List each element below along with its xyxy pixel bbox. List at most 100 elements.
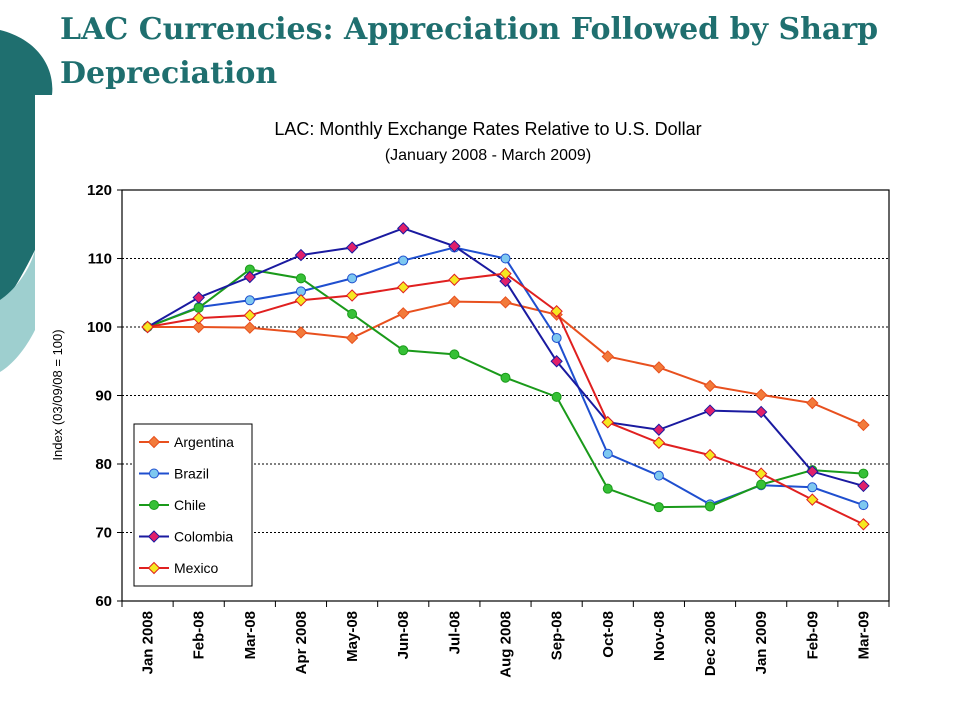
data-point — [754, 388, 768, 402]
data-point — [858, 468, 869, 479]
legend-marker — [149, 500, 159, 510]
slide-title: LAC Currencies: Appreciation Followed by… — [60, 12, 879, 91]
data-point — [295, 273, 306, 284]
data-point — [193, 302, 204, 313]
data-point — [347, 308, 358, 319]
data-point — [397, 222, 410, 235]
data-point — [499, 267, 512, 280]
data-point — [550, 355, 563, 368]
data-point — [653, 470, 664, 481]
chart-subtitle: (January 2008 - March 2009) — [385, 147, 591, 164]
x-axis-ticks: Jan 2008 Feb-08 Mar-08 Apr 2008 May-08 Jun-08… — [121, 601, 890, 678]
data-point — [192, 320, 205, 334]
data-point — [551, 332, 562, 343]
data-point — [244, 295, 255, 306]
y-tick-label: 110 — [88, 251, 112, 268]
data-point — [347, 273, 358, 284]
x-tick-label: Oct-08 — [600, 611, 617, 658]
x-tick-label: Apr 2008 — [293, 611, 310, 674]
legend-label: Mexico — [174, 560, 219, 576]
data-point — [500, 372, 511, 383]
data-point — [601, 416, 614, 429]
data-point — [703, 448, 717, 462]
data-point — [294, 294, 308, 307]
x-tick-label: Sep-08 — [549, 611, 566, 660]
data-point — [857, 479, 870, 493]
data-point — [243, 309, 257, 322]
legend-marker — [147, 530, 161, 543]
data-point — [602, 483, 613, 494]
y-tick-label: 80 — [95, 456, 112, 473]
data-point — [398, 255, 409, 266]
y-tick-label: 100 — [87, 319, 112, 336]
data-point — [756, 479, 767, 490]
y-tick-label: 120 — [87, 182, 112, 199]
x-tick-label: Feb-08 — [191, 611, 208, 659]
data-point — [448, 273, 461, 286]
chart-title: LAC: Monthly Exchange Rates Relative to … — [274, 119, 701, 139]
decor-light-shape — [0, 250, 35, 372]
data-point — [653, 502, 664, 513]
data-point — [602, 448, 613, 459]
data-point — [703, 379, 717, 393]
data-point — [345, 289, 359, 302]
x-tick-label: Feb-09 — [804, 611, 821, 659]
x-tick-label: Nov-08 — [651, 611, 668, 661]
y-tick-label: 70 — [95, 525, 112, 542]
data-point — [294, 326, 308, 339]
data-point — [448, 239, 461, 253]
data-point — [754, 405, 768, 419]
data-point — [703, 404, 717, 417]
slide-decoration — [0, 30, 53, 372]
data-point — [705, 501, 716, 512]
legend-label: Colombia — [174, 529, 233, 545]
legend: Argentina Brazil Chile Colombia Mexico — [133, 423, 253, 587]
x-tick-label: Mar-09 — [855, 611, 872, 659]
legend-label: Chile — [174, 497, 206, 513]
decor-dark-shape — [0, 30, 53, 305]
data-point — [652, 361, 666, 374]
data-point — [807, 482, 818, 493]
series-mexico — [141, 267, 870, 531]
legend-label: Argentina — [174, 434, 234, 450]
data-point — [141, 320, 154, 334]
data-point — [397, 281, 410, 294]
data-point — [449, 349, 460, 360]
x-tick-label: Jan 2008 — [140, 611, 157, 674]
data-point — [806, 493, 819, 506]
data-point — [601, 350, 614, 363]
data-point — [448, 295, 461, 308]
y-axis-ticks: 60 70 80 90 100 110 120 — [87, 182, 122, 610]
data-point — [858, 500, 869, 511]
data-point — [192, 311, 205, 325]
data-point — [806, 396, 819, 410]
x-tick-label: Dec 2008 — [702, 611, 719, 676]
data-point — [243, 270, 257, 284]
data-point — [806, 465, 819, 478]
data-point — [857, 518, 870, 531]
legend-label: Brazil — [174, 466, 209, 482]
legend-marker — [147, 561, 161, 575]
data-point — [398, 345, 409, 356]
data-point — [499, 296, 512, 309]
y-tick-label: 60 — [95, 593, 112, 610]
data-point — [499, 274, 512, 288]
data-point — [243, 321, 257, 334]
data-point — [345, 241, 359, 254]
data-point — [754, 467, 768, 480]
legend-marker — [149, 468, 159, 479]
data-point — [345, 331, 359, 345]
x-tick-label: Jun-08 — [395, 611, 412, 659]
x-tick-label: Mar-08 — [242, 611, 259, 659]
x-tick-label: Aug 2008 — [498, 611, 515, 678]
data-point — [294, 248, 308, 262]
x-tick-label: Jan 2009 — [753, 611, 770, 674]
series-layer — [141, 222, 870, 531]
data-point — [652, 423, 666, 436]
series-chile — [142, 264, 869, 513]
data-point — [500, 253, 511, 264]
data-point — [192, 291, 205, 304]
data-point — [550, 305, 563, 318]
data-point — [551, 391, 562, 402]
data-point — [857, 418, 870, 432]
